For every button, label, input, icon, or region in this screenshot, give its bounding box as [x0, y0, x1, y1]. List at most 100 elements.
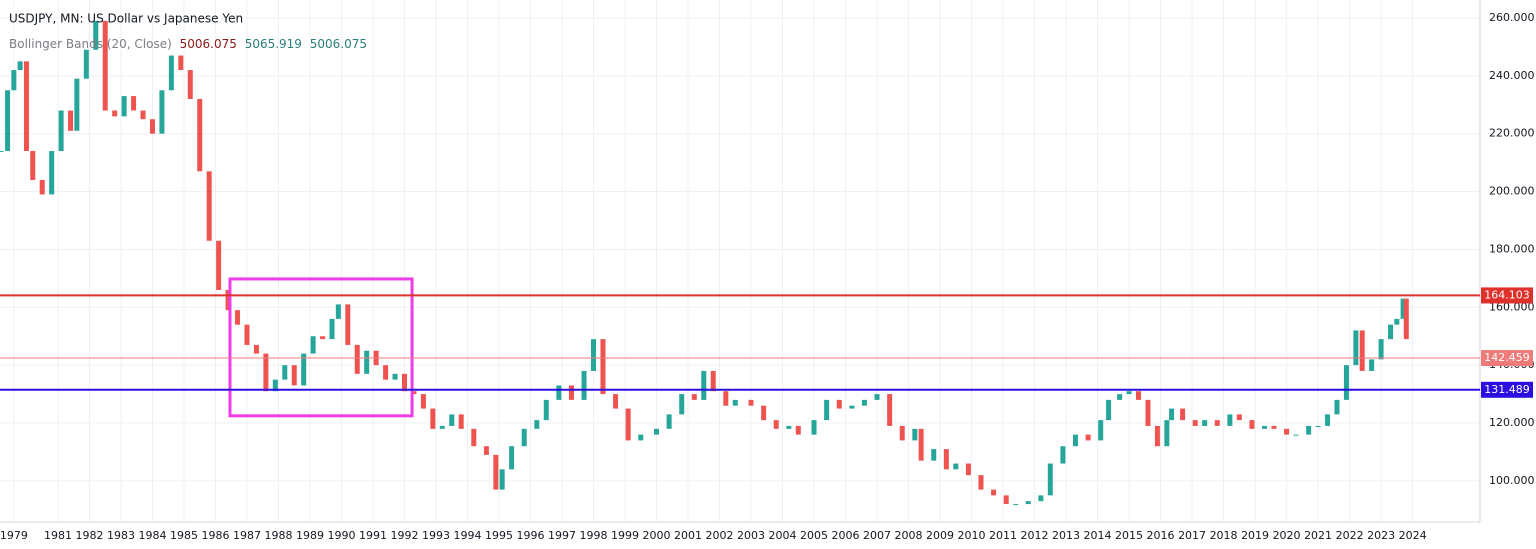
x-tick-label: 1991 [359, 529, 387, 542]
y-tick-label: 180.000 [1489, 242, 1535, 255]
candle [568, 385, 574, 400]
candle [786, 425, 792, 429]
candle [364, 350, 370, 374]
candle [1325, 414, 1331, 426]
candle [5, 90, 11, 152]
candle [93, 20, 99, 50]
candle [679, 394, 685, 415]
x-tick-label: 1998 [580, 529, 608, 542]
x-tick-label: 2007 [863, 529, 891, 542]
candle [244, 324, 250, 345]
y-tick-label: 260.000 [1489, 11, 1535, 24]
candle [187, 70, 193, 99]
candle [1003, 495, 1009, 505]
x-tick-label: 1984 [138, 529, 166, 542]
x-tick-label: 1993 [422, 529, 450, 542]
candle [411, 391, 417, 395]
candle [1262, 425, 1268, 429]
candle [499, 469, 505, 490]
x-tick-label: 1996 [517, 529, 545, 542]
candle [1249, 420, 1255, 429]
candle [861, 399, 867, 406]
candle [458, 414, 464, 429]
candle [1192, 420, 1198, 426]
candle [723, 391, 729, 406]
candle [439, 425, 445, 429]
candle [1293, 434, 1299, 436]
x-tick-label: 2003 [737, 529, 765, 542]
x-tick-label: 1988 [264, 529, 292, 542]
candle [235, 310, 241, 325]
candle [521, 428, 527, 447]
x-tick-label: 2005 [800, 529, 828, 542]
x-tick-label: 1989 [296, 529, 324, 542]
candle [493, 454, 499, 490]
candle [1214, 420, 1220, 426]
candle [600, 339, 606, 395]
candle [197, 98, 203, 172]
candle [131, 96, 137, 111]
candle [824, 399, 830, 421]
candle [691, 394, 697, 400]
level-label: 142.459 [1484, 351, 1530, 364]
candle [1180, 408, 1186, 421]
level-label: 164.103 [1484, 288, 1530, 301]
candle [291, 365, 297, 386]
candle [320, 336, 326, 340]
indicator-value: 5006.075 [310, 37, 367, 51]
candle [1117, 394, 1123, 400]
candle [732, 399, 738, 406]
candle [121, 96, 127, 117]
candle [811, 420, 817, 435]
candle [613, 394, 619, 409]
candle [1060, 446, 1066, 464]
indicator-value: 5065.919 [245, 37, 302, 51]
x-tick-label: 1994 [454, 529, 482, 542]
level-label-box [1481, 287, 1533, 304]
candle [1126, 391, 1132, 395]
candle [1025, 501, 1031, 505]
y-tick-label: 120.000 [1489, 416, 1535, 429]
candle [943, 449, 949, 470]
candle [272, 379, 278, 392]
x-tick-label: 2009 [926, 529, 954, 542]
candle [991, 489, 997, 496]
candle [1145, 399, 1151, 426]
y-tick-label: 200.000 [1489, 185, 1535, 198]
candle [23, 61, 29, 152]
candle [509, 446, 515, 470]
indicator-value: 5006.075 [180, 37, 237, 51]
candle [1334, 399, 1340, 415]
candle [159, 90, 165, 134]
candle [1164, 420, 1170, 447]
chart-title: USDJPY, MN: US Dollar vs Japanese Yen [9, 12, 243, 26]
candle [102, 20, 108, 111]
candle [965, 463, 971, 476]
x-tick-label: 2010 [958, 529, 986, 542]
candle [449, 414, 455, 426]
candle [1202, 420, 1208, 426]
candle [1271, 425, 1277, 429]
candle [216, 240, 222, 290]
x-tick-label: 1999 [611, 529, 639, 542]
x-tick-label: 1992 [390, 529, 418, 542]
candle [206, 171, 212, 241]
candles [0, 20, 1409, 506]
x-tick-label: 2001 [674, 529, 702, 542]
candle [701, 370, 707, 400]
candle [581, 370, 587, 400]
candle [931, 449, 937, 461]
candle [1038, 495, 1044, 502]
x-tick-label: 1985 [170, 529, 198, 542]
candle [978, 475, 984, 490]
candle [335, 304, 341, 319]
candle [354, 344, 360, 374]
highlight-box [228, 277, 414, 418]
candle [178, 55, 184, 71]
x-tick-label: 2021 [1304, 529, 1332, 542]
candle [11, 70, 17, 91]
y-tick-label: 220.000 [1489, 127, 1535, 140]
y-tick-label: 240.000 [1489, 69, 1535, 82]
candle [310, 336, 316, 354]
